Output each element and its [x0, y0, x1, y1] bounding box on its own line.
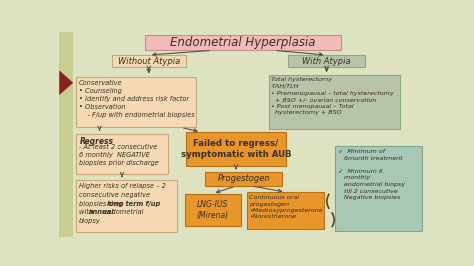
Text: biopsies then: biopsies then: [79, 201, 126, 207]
FancyBboxPatch shape: [186, 132, 286, 166]
Text: Total hysterectomy
-TAH/TLH
• Premenopausal – total hysterectomy
  + BSO +/- ova: Total hysterectomy -TAH/TLH • Premenopau…: [271, 77, 393, 115]
Text: Higher risks of relapse – 2: Higher risks of relapse – 2: [79, 183, 165, 189]
FancyBboxPatch shape: [76, 77, 196, 127]
Text: annual: annual: [89, 209, 114, 215]
Text: Progestogen: Progestogen: [218, 174, 270, 184]
Text: Regress: Regress: [80, 137, 113, 146]
Text: Endometrial Hyperplasia: Endometrial Hyperplasia: [170, 36, 316, 49]
Text: LNG-IUS
(Mirena): LNG-IUS (Mirena): [197, 200, 229, 220]
Text: with: with: [79, 209, 95, 215]
FancyBboxPatch shape: [76, 134, 168, 174]
FancyBboxPatch shape: [268, 75, 400, 129]
FancyBboxPatch shape: [288, 55, 365, 67]
Polygon shape: [59, 70, 73, 95]
Text: Without Atypia: Without Atypia: [118, 57, 180, 66]
FancyBboxPatch shape: [76, 180, 177, 232]
Text: - At least 2 consecutive
6 monthly  NEGATIVE
biopsies prior discharge: - At least 2 consecutive 6 monthly NEGAT…: [80, 144, 159, 167]
Text: With Atypia: With Atypia: [302, 57, 351, 66]
FancyBboxPatch shape: [145, 35, 341, 50]
Text: Continuous oral
progestogen
•Medroxyprogesterone
•Norestherone: Continuous oral progestogen •Medroxyprog…: [249, 195, 323, 219]
Text: endometrial: endometrial: [101, 209, 144, 215]
Text: long term f/up: long term f/up: [107, 201, 160, 207]
Text: ✓  Minimum of
   6month treatment

✓  Minimum 6
   monthly
   endometrial biopsy: ✓ Minimum of 6month treatment ✓ Minimum …: [338, 149, 405, 200]
FancyBboxPatch shape: [247, 192, 324, 229]
Text: consecutive negative: consecutive negative: [79, 192, 150, 198]
FancyBboxPatch shape: [112, 55, 186, 67]
FancyBboxPatch shape: [185, 194, 241, 226]
FancyBboxPatch shape: [59, 32, 73, 237]
Text: biopsy: biopsy: [79, 218, 100, 224]
FancyBboxPatch shape: [205, 172, 283, 186]
Text: Conservative
• Counseling
• Identify and address risk factor
• Observation
    -: Conservative • Counseling • Identify and…: [79, 80, 194, 118]
FancyBboxPatch shape: [335, 146, 422, 231]
Text: Failed to regress/
symptomatic with AUB: Failed to regress/ symptomatic with AUB: [181, 139, 291, 159]
